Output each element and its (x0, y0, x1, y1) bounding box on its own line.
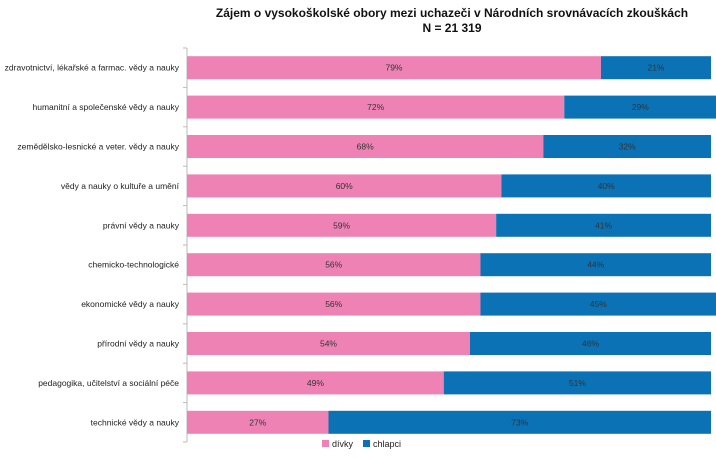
data-label: 44% (587, 260, 604, 270)
bar-divky (187, 213, 497, 237)
data-label: 51% (569, 378, 586, 388)
data-label: 59% (333, 220, 350, 230)
chart-title: Zájem o vysokoškolské obory mezi uchazeč… (188, 6, 716, 36)
bar-chlapci (469, 332, 711, 355)
data-label: 45% (590, 299, 607, 309)
bar-divky (187, 332, 470, 355)
bar-chlapci (480, 253, 711, 277)
bar-divky (187, 292, 481, 316)
category-label: humanitní a společenské vědy a nauky (33, 102, 180, 112)
bar-chlapci (600, 56, 711, 80)
data-label: 46% (582, 339, 599, 349)
category-label: pedagogika, učitelství a sociální péče (38, 378, 179, 388)
category-label: technické vědy a nauky (91, 417, 180, 427)
bar-divky (187, 135, 544, 158)
category-label: zdravotnictví, lékařské a farmac. vědy a… (5, 63, 180, 73)
data-label: 29% (632, 102, 649, 112)
data-label: 79% (385, 63, 402, 73)
category-label: vědy a nauky o kultuře a umění (61, 181, 180, 191)
data-label: 68% (357, 142, 374, 152)
bar-chlapci (564, 95, 716, 119)
category-label: zemědělsko-lesnické a veter. vědy a nauk… (17, 142, 179, 152)
bar-chlapci (480, 292, 716, 316)
data-label: 21% (647, 63, 664, 73)
data-label: 56% (325, 299, 342, 309)
legend-swatch (363, 440, 370, 447)
bar-chlapci (501, 174, 711, 198)
bar-divky (187, 253, 481, 277)
bar-divky (187, 174, 502, 198)
category-label: ekonomické vědy a nauky (81, 299, 180, 309)
bar-chlapci (443, 371, 711, 395)
bar-divky (187, 371, 444, 395)
bar-divky (187, 56, 601, 80)
bar-divky (187, 410, 329, 434)
bar-chlapci (496, 213, 711, 237)
data-label: 40% (598, 181, 615, 191)
bar-chlapci (328, 410, 711, 434)
data-label: 56% (325, 260, 342, 270)
chart-subtitle: N = 21 319 (422, 21, 482, 35)
data-label: 32% (619, 142, 636, 152)
legend-label: dívky (332, 439, 354, 449)
bar-divky (187, 95, 565, 119)
legend-label: chlapci (373, 439, 401, 449)
category-label: chemicko-technologické (88, 260, 179, 270)
legend-swatch (322, 440, 329, 447)
category-label: přírodní vědy a nauky (97, 339, 179, 349)
data-label: 73% (511, 417, 528, 427)
data-label: 60% (336, 181, 353, 191)
chart-title-text: Zájem o vysokoškolské obory mezi uchazeč… (215, 6, 689, 20)
data-label: 54% (320, 339, 337, 349)
data-label: 41% (595, 220, 612, 230)
data-label: 27% (249, 417, 266, 427)
bar-chlapci (543, 135, 711, 158)
category-label: právní vědy a nauky (103, 220, 180, 230)
data-label: 49% (307, 378, 324, 388)
data-label: 72% (367, 102, 384, 112)
